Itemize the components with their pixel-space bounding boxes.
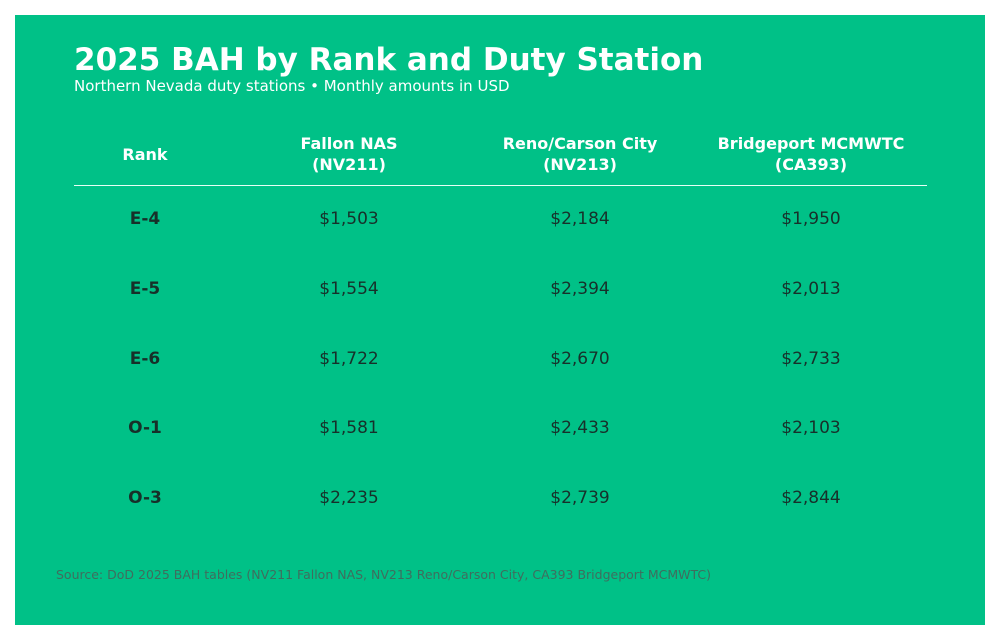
column-header-rank: Rank	[122, 144, 168, 164]
chart-title: 2025 BAH by Rank and Duty Station	[74, 42, 704, 78]
column-header-fallon: Fallon NAS (NV211)	[300, 134, 398, 174]
column-header-bridgeport: Bridgeport MCMWTC (CA393)	[717, 134, 905, 174]
table-row: E-5 $1,554 $2,394 $2,013	[15, 274, 985, 304]
header-divider	[74, 185, 927, 186]
cell-bridgeport: $2,844	[781, 488, 841, 508]
column-header-reno: Reno/Carson City (NV213)	[502, 134, 658, 174]
cell-fallon: $1,554	[319, 279, 379, 299]
cell-bridgeport: $1,950	[781, 209, 841, 229]
table-row: E-4 $1,503 $2,184 $1,950	[15, 204, 985, 234]
cell-rank: E-5	[129, 279, 161, 299]
cell-rank: O-1	[128, 418, 162, 438]
cell-bridgeport: $2,013	[781, 279, 841, 299]
source-note: Source: DoD 2025 BAH tables (NV211 Fallo…	[56, 567, 711, 582]
cell-reno: $2,670	[550, 349, 610, 369]
cell-fallon: $1,503	[319, 209, 379, 229]
cell-reno: $2,739	[550, 488, 610, 508]
cell-rank: E-4	[129, 209, 161, 229]
cell-bridgeport: $2,733	[781, 349, 841, 369]
cell-reno: $2,394	[550, 279, 610, 299]
cell-bridgeport: $2,103	[781, 418, 841, 438]
cell-reno: $2,433	[550, 418, 610, 438]
cell-fallon: $2,235	[319, 488, 379, 508]
chart-panel: 2025 BAH by Rank and Duty Station Northe…	[15, 15, 985, 625]
cell-rank: O-3	[128, 488, 162, 508]
table-row: O-3 $2,235 $2,739 $2,844	[15, 483, 985, 513]
cell-fallon: $1,581	[319, 418, 379, 438]
cell-fallon: $1,722	[319, 349, 379, 369]
table-row: E-6 $1,722 $2,670 $2,733	[15, 344, 985, 374]
cell-rank: E-6	[129, 349, 161, 369]
chart-subtitle: Northern Nevada duty stations • Monthly …	[74, 77, 510, 95]
table-row: O-1 $1,581 $2,433 $2,103	[15, 413, 985, 443]
cell-reno: $2,184	[550, 209, 610, 229]
